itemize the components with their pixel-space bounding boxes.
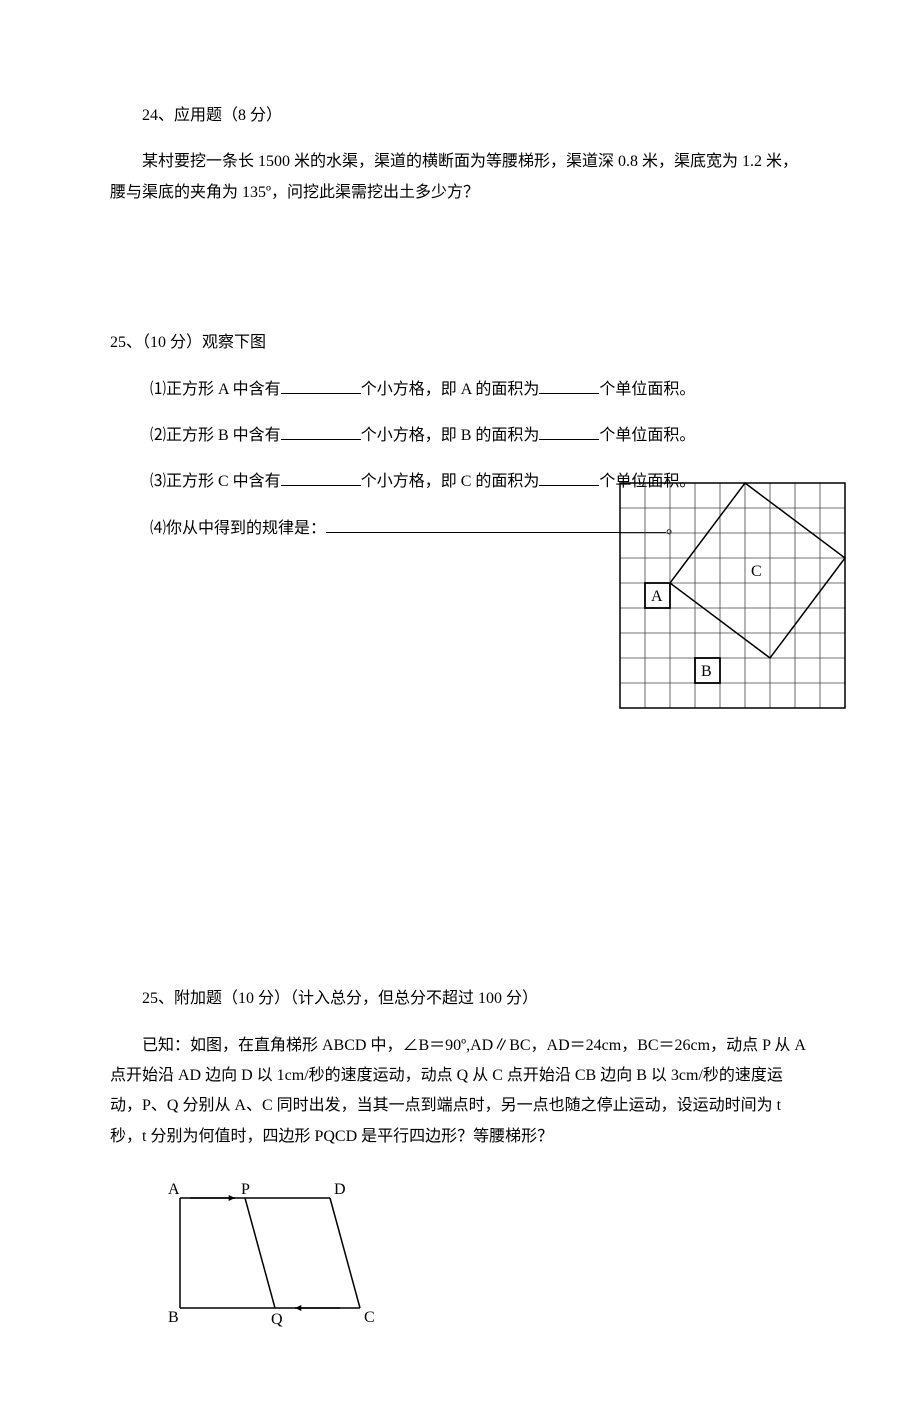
svg-text:B: B [701,663,712,680]
bonus-number: 25、 [142,990,174,1007]
q24-title-line: 24、应用题（8 分） [110,101,810,131]
svg-text:B: B [168,1309,179,1326]
q25-sub3-a: ⑶正方形 C 中含有 [150,473,281,490]
svg-text:P: P [241,1181,250,1198]
q25-sub1-b: 个小方格，即 A 的面积为 [361,381,540,398]
q25-title: （10 分）观察下图 [142,334,266,351]
trapezoid-diagram: A D B C P Q [160,1178,390,1338]
q24-number: 24、 [142,107,174,124]
svg-text:C: C [364,1309,375,1326]
q25-sub1-c: 个单位面积。 [599,381,695,398]
q24-title: 应用题（8 分） [174,107,282,124]
grid-diagram: A B C [615,478,850,713]
q25-sub4-a: ⑷你从中得到的规律是： [150,520,326,537]
blank [539,469,599,486]
blank [281,423,361,440]
bonus-q25: 25、附加题（10 分）（计入总分，但总分不超过 100 分） 已知：如图，在直… [110,984,810,1349]
q25-title-line: 25、（10 分）观察下图 [110,328,810,358]
bonus-text: 已知：如图，在直角梯形 ABCD 中，∠B＝90º,AD∥BC，AD＝24cm，… [110,1031,810,1153]
q25: 25、（10 分）观察下图 ⑴正方形 A 中含有个小方格，即 A 的面积为个单位… [110,328,810,544]
q25-sub2-c: 个单位面积。 [599,427,695,444]
svg-text:A: A [651,588,663,605]
svg-text:Q: Q [271,1311,283,1328]
svg-text:C: C [751,563,762,580]
svg-text:A: A [168,1181,180,1198]
q25-sub3-b: 个小方格，即 C 的面积为 [361,473,540,490]
blank [539,377,599,394]
blank [281,377,361,394]
q24-text: 某村要挖一条长 1500 米的水渠，渠道的横断面为等腰梯形，渠道深 0.8 米，… [110,147,810,208]
q25-sub2-b: 个小方格，即 B 的面积为 [361,427,540,444]
svg-text:D: D [334,1181,346,1198]
bonus-title: 附加题（10 分）（计入总分，但总分不超过 100 分） [174,990,538,1007]
q25-sub1: ⑴正方形 A 中含有 个小方格，即 A 的面积为 个单位面积。 [110,375,810,405]
bonus-title-line: 25、附加题（10 分）（计入总分，但总分不超过 100 分） [110,984,810,1014]
blank [539,423,599,440]
q25-number: 25、 [110,334,142,351]
q25-sub1-a: ⑴正方形 A 中含有 [150,381,281,398]
q25-sub2-a: ⑵正方形 B 中含有 [150,427,281,444]
q25-sub2: ⑵正方形 B 中含有 个小方格，即 B 的面积为 个单位面积。 [110,421,810,451]
blank [281,469,361,486]
q24: 24、应用题（8 分） 某村要挖一条长 1500 米的水渠，渠道的横断面为等腰梯… [110,101,810,208]
